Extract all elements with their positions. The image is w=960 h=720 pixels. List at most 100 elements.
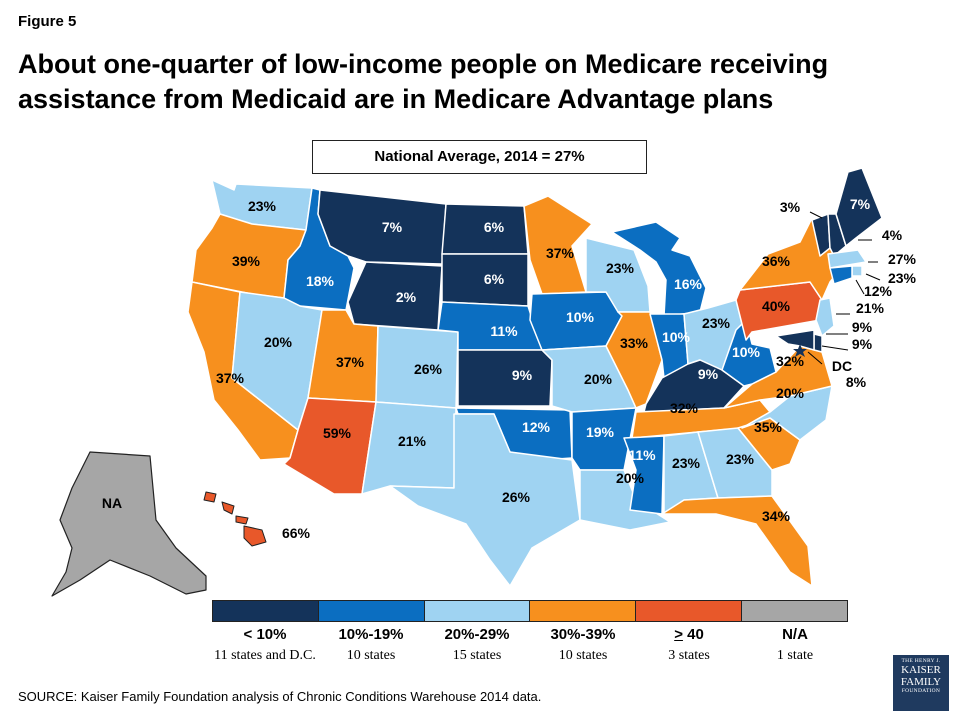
legend-swatch bbox=[636, 601, 743, 621]
state-label-pa: 40% bbox=[762, 298, 791, 314]
legend-range: N/A bbox=[782, 626, 808, 643]
state-label-la: 20% bbox=[616, 470, 645, 486]
national-average-box: National Average, 2014 = 27% bbox=[312, 140, 647, 174]
state-label-ne: 11% bbox=[490, 323, 518, 339]
leader-line bbox=[855, 279, 865, 295]
state-nc bbox=[741, 385, 833, 441]
state-label-nc: 20% bbox=[776, 385, 805, 401]
legend-item: > 40 3 states bbox=[636, 622, 742, 665]
state-label-co: 26% bbox=[414, 361, 443, 377]
state-label-dc: DC bbox=[832, 358, 852, 374]
state-ct bbox=[829, 265, 853, 285]
source-note: SOURCE: Kaiser Family Foundation analysi… bbox=[18, 689, 542, 704]
us-map: 23% 39% 37% 18% 20% 7% 2% 37% 59% 26% 21% 6% 6% 11% 9%… bbox=[51, 167, 917, 597]
state-label-ky: 9% bbox=[698, 366, 719, 382]
legend-range: 30%-39% bbox=[550, 626, 616, 643]
kff-logo: THE HENRY J. KAISER FAMILY FOUNDATION bbox=[893, 655, 949, 711]
state-label-or: 39% bbox=[232, 253, 261, 269]
legend-range: 20%-29% bbox=[444, 626, 510, 643]
legend-labels: < 10% 11 states and D.C. 10%-19% 10 states 2… bbox=[212, 622, 848, 665]
state-label-ri: 23% bbox=[888, 270, 917, 286]
state-label-nm: 21% bbox=[398, 433, 427, 449]
state-label-md: 9% bbox=[852, 336, 873, 352]
state-ks bbox=[457, 349, 553, 407]
state-label-nd: 6% bbox=[484, 219, 505, 235]
state-label-mi: 16% bbox=[674, 276, 703, 292]
legend-swatch bbox=[213, 601, 319, 621]
state-label-ma: 27% bbox=[888, 251, 917, 267]
state-me bbox=[835, 167, 883, 247]
state-label-ar: 19% bbox=[586, 424, 615, 440]
state-label-va: 32% bbox=[776, 353, 805, 369]
state-label-me: 7% bbox=[850, 196, 871, 212]
state-label-tx: 26% bbox=[502, 489, 531, 505]
legend-color-bar bbox=[212, 600, 848, 622]
state-label-al: 23% bbox=[672, 455, 701, 471]
leader-line bbox=[807, 351, 823, 365]
state-hi bbox=[203, 491, 267, 547]
legend-count: 1 state bbox=[776, 648, 814, 663]
figure-label: Figure 5 bbox=[18, 13, 77, 30]
state-la bbox=[579, 469, 671, 531]
state-label-hi: 66% bbox=[282, 525, 311, 541]
state-ga bbox=[697, 427, 773, 499]
legend-count: 3 states bbox=[668, 648, 710, 663]
state-label-tn: 32% bbox=[670, 400, 699, 416]
state-label-ut: 37% bbox=[336, 354, 365, 370]
legend-swatch bbox=[742, 601, 847, 621]
legend-swatch bbox=[318, 601, 425, 621]
state-label-mt: 7% bbox=[382, 219, 403, 235]
state-mn bbox=[523, 195, 593, 295]
state-label-in: 10% bbox=[662, 329, 691, 345]
state-ma bbox=[827, 249, 867, 269]
state-nh bbox=[827, 213, 847, 257]
leader-line bbox=[809, 211, 823, 219]
legend-item: < 10% 11 states and D.C. bbox=[212, 622, 318, 665]
state-label-ak: NA bbox=[102, 495, 122, 511]
state-label-mn: 37% bbox=[546, 245, 575, 261]
state-label-fl: 34% bbox=[762, 508, 791, 524]
legend-range: < 10% bbox=[243, 626, 287, 643]
state-mi bbox=[611, 221, 707, 317]
state-tx bbox=[389, 413, 581, 587]
state-md bbox=[775, 329, 815, 351]
state-ri bbox=[851, 265, 863, 277]
state-wv bbox=[721, 319, 777, 387]
state-label-mo: 20% bbox=[584, 371, 613, 387]
legend-count: 11 states and D.C. bbox=[214, 648, 316, 663]
state-label-ct: 12% bbox=[864, 283, 893, 299]
state-ak bbox=[51, 451, 207, 597]
state-label-ia: 10% bbox=[566, 309, 595, 325]
legend-count: 10 states bbox=[558, 648, 608, 663]
state-label-az: 59% bbox=[323, 425, 352, 441]
chart-title: About one-quarter of low-income people o… bbox=[18, 49, 829, 114]
legend-count: 15 states bbox=[452, 648, 502, 663]
state-label-ks: 9% bbox=[512, 367, 533, 383]
legend: < 10% 11 states and D.C. 10%-19% 10 states 2… bbox=[212, 600, 848, 665]
legend-item: N/A 1 state bbox=[742, 622, 848, 665]
state-label-ms: 11% bbox=[628, 447, 656, 463]
legend-swatch bbox=[530, 601, 637, 621]
state-label-nj: 21% bbox=[856, 300, 885, 316]
state-ms bbox=[623, 435, 665, 515]
legend-range: 10%-19% bbox=[338, 626, 404, 643]
legend-range: > 40 bbox=[674, 626, 704, 643]
state-label-id: 18% bbox=[306, 273, 335, 289]
state-label-sc: 35% bbox=[754, 419, 783, 435]
state-de bbox=[813, 333, 823, 353]
state-label-wv: 10% bbox=[732, 344, 761, 360]
state-label-ca: 37% bbox=[216, 370, 245, 386]
state-label-wa: 23% bbox=[248, 198, 277, 214]
state-nj bbox=[815, 297, 835, 337]
legend-count: 10 states bbox=[346, 648, 396, 663]
state-label-ga: 23% bbox=[726, 451, 755, 467]
state-label-oh: 23% bbox=[702, 315, 731, 331]
legend-item: 20%-29% 15 states bbox=[424, 622, 530, 665]
state-label-nv: 20% bbox=[264, 334, 293, 350]
state-label-ny: 36% bbox=[762, 253, 791, 269]
leader-line bbox=[865, 273, 881, 281]
state-fl bbox=[661, 495, 813, 587]
state-label-ok: 12% bbox=[522, 419, 551, 435]
state-label-dc_val: 8% bbox=[846, 374, 867, 390]
state-label-de: 9% bbox=[852, 319, 873, 335]
